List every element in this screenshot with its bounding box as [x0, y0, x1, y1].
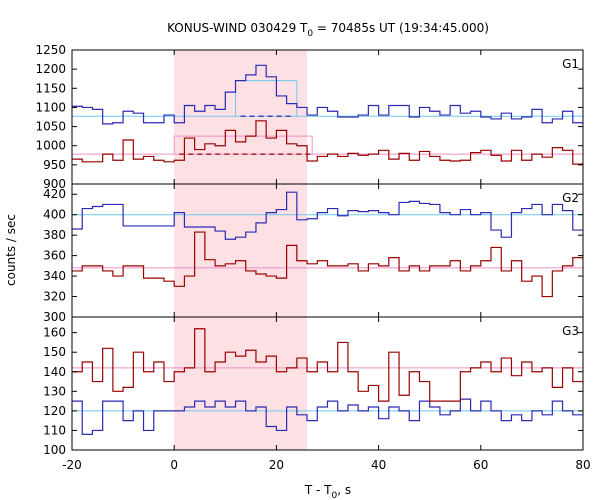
g3-y-tick-label: 150: [43, 345, 66, 359]
g2-y-tick-label: 300: [43, 310, 66, 324]
x-tick-label: 20: [269, 458, 284, 472]
y-axis-title: counts / sec: [4, 214, 18, 286]
g3-y-tick-label: 120: [43, 404, 66, 418]
g3-series-blue: [72, 398, 583, 435]
chart-title-main: KONUS-WIND 030429 T: [167, 21, 308, 35]
x-tick-label: 80: [575, 458, 590, 472]
g2-series-blue: [72, 191, 583, 240]
g2-y-tick-label: 360: [43, 249, 66, 263]
g2-y-tick-label: 380: [43, 228, 66, 242]
g1-burst-level-pink: [173, 135, 313, 155]
g2-panel-label: G2: [562, 191, 579, 205]
chart-title-sub: 0: [307, 29, 313, 39]
chart-title: KONUS-WIND 030429 T0 = 70485s UT (19:34:…: [167, 21, 489, 39]
g3-panel-label: G3: [562, 324, 579, 338]
g1-series-blue: [72, 64, 583, 125]
x-tick-label: 60: [473, 458, 488, 472]
g2-series-red: [72, 231, 583, 298]
g1-panel-frame: [71, 49, 584, 185]
plot-area: 900950100010501100115012001250G130032034…: [35, 43, 590, 472]
x-axis-title-main: T - T: [304, 483, 332, 497]
g1-y-tick-label: 1100: [35, 100, 66, 114]
g2-y-tick-label: 320: [43, 290, 66, 304]
g1-y-tick-label: 1200: [35, 62, 66, 76]
g2-y-tick-label: 400: [43, 208, 66, 222]
g1-y-tick-label: 950: [43, 158, 66, 172]
chart-title-rest: = 70485s UT (19:34:45.000): [313, 21, 489, 35]
g1-y-tick-label: 1250: [35, 43, 66, 57]
g1-series-red: [72, 120, 583, 165]
g1-y-tick-label: 1050: [35, 120, 66, 134]
g3-y-tick-label: 140: [43, 365, 66, 379]
g3-panel-frame: [71, 316, 584, 451]
g1-y-tick-label: 1150: [35, 81, 66, 95]
x-tick-label: 40: [371, 458, 386, 472]
g3-y-tick-label: 130: [43, 384, 66, 398]
g3-series-red: [72, 328, 583, 402]
g1-y-tick-label: 1000: [35, 139, 66, 153]
g3-y-tick-label: 160: [43, 326, 66, 340]
g2-y-tick-label: 340: [43, 269, 66, 283]
g2-panel-frame: [71, 183, 584, 318]
g3-y-tick-label: 110: [43, 423, 66, 437]
g1-burst-level-light_blue: [235, 80, 298, 117]
x-tick-label: 0: [170, 458, 178, 472]
g1-y-tick-label: 900: [43, 177, 66, 191]
x-axis-title: T - T0, s: [304, 483, 351, 500]
g2-y-tick-label: 420: [43, 187, 66, 201]
x-axis-title-rest: , s: [337, 483, 351, 497]
g3-y-tick-label: 100: [43, 443, 66, 457]
x-axis-title-sub: 0: [332, 491, 338, 500]
x-tick-label: -20: [62, 458, 82, 472]
g1-panel-label: G1: [562, 57, 579, 71]
